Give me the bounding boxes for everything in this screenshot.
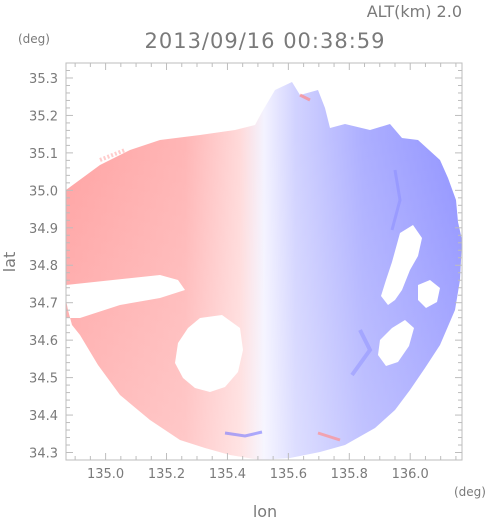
x-tick-label: 135.8 <box>331 467 368 482</box>
y-unit-label: (deg) <box>18 32 50 46</box>
y-tick-label: 35.2 <box>29 109 58 124</box>
x-tick-label: 135.4 <box>209 467 246 482</box>
y-tick-label: 34.5 <box>29 372 58 387</box>
y-tick-label: 34.8 <box>29 259 58 274</box>
x-ticks <box>74 63 457 460</box>
y-tick-label: 34.3 <box>29 447 58 462</box>
x-tick-label: 135.6 <box>270 467 307 482</box>
altitude-label: ALT(km) 2.0 <box>367 2 462 21</box>
y-axis-label: lat <box>0 252 19 273</box>
y-tick-label: 35.3 <box>29 72 58 87</box>
y-tick-label: 35.1 <box>29 147 58 162</box>
axes-frame <box>65 62 463 461</box>
x-unit-label: (deg) <box>454 485 486 499</box>
x-axis-label: lon <box>253 502 277 521</box>
x-tick-label: 136.0 <box>392 467 429 482</box>
y-tick-label: 34.6 <box>29 334 58 349</box>
y-tick-label: 35.0 <box>29 184 58 199</box>
echo-field <box>66 63 462 460</box>
timestamp-title: 2013/09/16 00:38:59 <box>144 29 385 53</box>
x-tick-label: 135.0 <box>87 467 124 482</box>
y-tick-label: 34.7 <box>29 297 58 312</box>
x-tick-label: 135.2 <box>148 467 185 482</box>
y-tick-label: 34.9 <box>29 222 58 237</box>
tick-labels: 135.0 135.2 135.4 135.6 135.8 136.0 35.3 35.2 35… <box>29 72 429 482</box>
y-tick-label: 34.4 <box>29 409 58 424</box>
y-ticks <box>66 69 462 454</box>
